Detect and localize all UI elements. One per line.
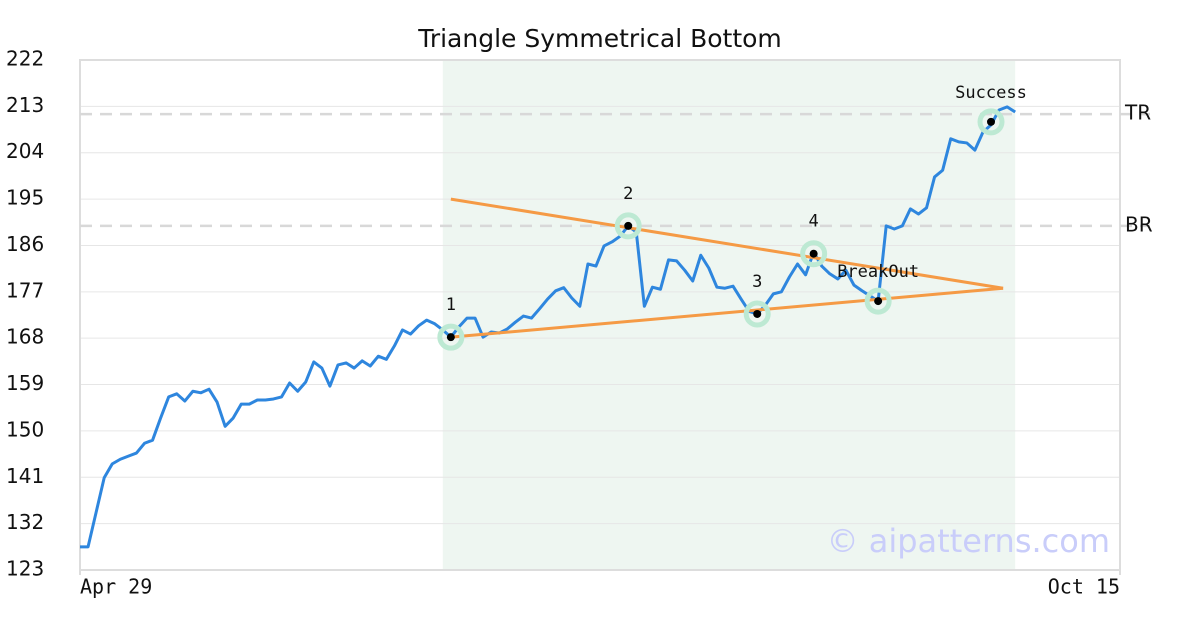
pivot-halo — [743, 300, 771, 328]
pivot-dot — [624, 221, 633, 230]
y-tick-label: 177 — [6, 278, 44, 302]
y-tick-label: 159 — [6, 371, 44, 395]
pivot-label: 3 — [752, 272, 762, 292]
y-tick-label: 123 — [6, 557, 44, 581]
watermark: © aipatterns.com — [827, 522, 1110, 560]
y-tick-label: 141 — [6, 464, 44, 488]
pivot-halo — [864, 287, 892, 315]
level-label: BR — [1125, 212, 1153, 236]
x-tick-label: Apr 29 — [80, 575, 152, 599]
y-tick-label: 150 — [6, 417, 44, 441]
trendline — [450, 286, 1004, 339]
pivot-label: 1 — [446, 295, 456, 315]
pivot-dot — [874, 297, 883, 306]
price-line — [80, 105, 1016, 549]
pivot-dot — [987, 117, 996, 126]
pivot-halo — [437, 323, 465, 351]
y-tick-label: 195 — [6, 186, 44, 210]
y-tick-label: 213 — [6, 93, 44, 117]
plot-frame — [79, 59, 1121, 571]
pivot-dot — [446, 333, 455, 342]
pivot-halo — [614, 212, 642, 240]
y-tick-label: 132 — [6, 510, 44, 534]
pattern-region — [442, 60, 1016, 570]
level-label: TR — [1124, 101, 1151, 125]
pivot-halo — [977, 108, 1005, 136]
pivot-label: 4 — [809, 212, 819, 232]
pivot-dot — [753, 309, 762, 318]
pivot-label: 2 — [623, 184, 633, 204]
y-tick-label: 204 — [6, 139, 44, 163]
y-tick-label: 168 — [6, 325, 44, 349]
pivot-dot — [809, 249, 818, 258]
chart-title: Triangle Symmetrical Bottom — [417, 24, 782, 53]
pivot-label: BreakOut — [837, 262, 919, 282]
trendline — [450, 197, 1004, 290]
pivot-label: Success — [955, 83, 1027, 103]
y-tick-label: 186 — [6, 232, 44, 256]
pivot-halo — [800, 240, 828, 268]
y-tick-label: 222 — [6, 47, 44, 71]
x-tick-label: Oct 15 — [1048, 575, 1120, 599]
